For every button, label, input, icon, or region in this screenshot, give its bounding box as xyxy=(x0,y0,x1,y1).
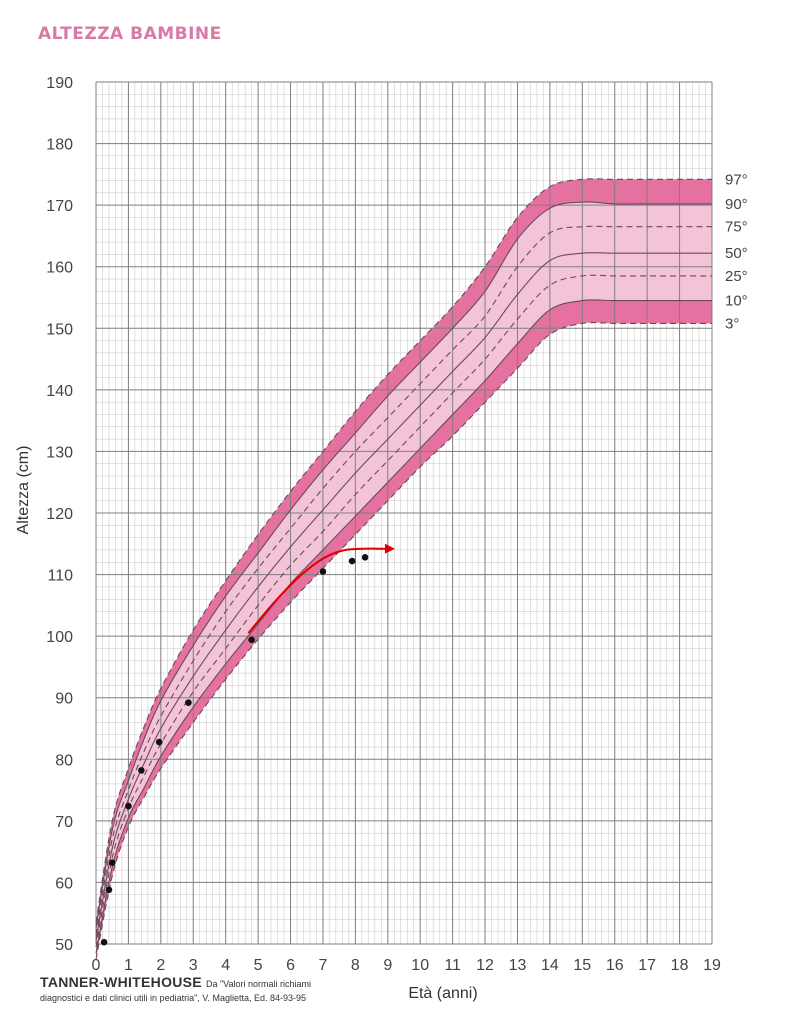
measurement-point xyxy=(105,886,113,894)
percentile-curve xyxy=(95,299,712,954)
percentile-curve xyxy=(95,225,712,935)
x-tick-label: 0 xyxy=(92,957,101,974)
y-tick-label: 130 xyxy=(46,444,73,461)
x-tick-label: 5 xyxy=(254,957,263,974)
measurement-points xyxy=(100,554,369,946)
y-tick-label: 100 xyxy=(46,629,73,646)
measurement-point xyxy=(319,568,327,575)
x-tick-label: 3 xyxy=(189,957,198,974)
x-tick-label: 1 xyxy=(124,957,133,974)
percentile-curves xyxy=(95,178,712,960)
percentile-label: 75° xyxy=(725,219,748,236)
y-tick-label: 170 xyxy=(46,198,73,215)
source-credit: TANNER-WHITEHOUSE Da "Valori normali rich… xyxy=(40,974,311,1003)
x-tick-label: 13 xyxy=(509,957,527,974)
percentile-curve xyxy=(95,178,712,923)
source-note: Da "Valori normali richiami xyxy=(205,979,312,989)
x-tick-label: 18 xyxy=(671,957,689,974)
percentile-label: 10° xyxy=(725,293,748,310)
y-tick-label: 180 xyxy=(46,137,73,154)
x-tick-label: 4 xyxy=(221,957,230,974)
trend-arrow-line xyxy=(247,543,395,634)
percentile-curve xyxy=(95,252,712,941)
y-tick-labels: 50 60 70 80 90 100 110 120 130 140 150 160 170 180 190 xyxy=(46,75,73,954)
x-tick-label: 9 xyxy=(383,957,392,974)
y-tick-label: 160 xyxy=(46,260,73,277)
percentile-bands xyxy=(96,178,712,960)
y-tick-label: 150 xyxy=(46,321,73,338)
x-tick-label: 12 xyxy=(476,957,494,974)
inner-percentile-band xyxy=(96,201,712,954)
y-tick-label: 190 xyxy=(46,75,73,92)
measurement-point xyxy=(138,767,145,774)
y-tick-label: 140 xyxy=(46,383,73,400)
y-tick-label: 60 xyxy=(55,875,73,892)
measurement-point xyxy=(155,738,163,746)
trend-arrow xyxy=(247,543,395,634)
x-tick-label: 10 xyxy=(411,957,429,974)
x-tick-label: 19 xyxy=(703,957,721,974)
source-title: TANNER-WHITEHOUSE xyxy=(40,974,202,990)
percentile-label: 90° xyxy=(725,196,748,213)
y-tick-label: 120 xyxy=(46,506,73,523)
y-tick-label: 110 xyxy=(47,568,73,585)
x-tick-label: 7 xyxy=(318,957,327,974)
x-tick-label: 11 xyxy=(444,957,461,974)
x-tick-label: 2 xyxy=(156,957,165,974)
measurement-point xyxy=(361,554,369,561)
page-title: ALTEZZA BAMBINE xyxy=(38,24,222,44)
y-tick-label: 70 xyxy=(55,814,73,831)
measurement-point xyxy=(100,938,108,946)
percentile-curve xyxy=(95,201,712,929)
x-tick-label: 6 xyxy=(286,957,295,974)
percentile-label: 97° xyxy=(725,171,748,188)
x-tick-label: 17 xyxy=(638,957,656,974)
percentile-curve xyxy=(95,322,712,960)
y-tick-label: 50 xyxy=(55,937,73,954)
measurement-point xyxy=(248,636,255,644)
percentile-label: 25° xyxy=(725,268,748,285)
y-tick-label: 80 xyxy=(55,752,73,769)
measurement-point xyxy=(125,802,132,810)
x-tick-label: 8 xyxy=(351,957,360,974)
source-note-line2: diagnostici e dati clinici utili in pedi… xyxy=(40,993,307,1003)
measurement-point xyxy=(185,699,192,706)
y-axis-label: Altezza (cm) xyxy=(15,446,32,535)
percentile-labels: 97° 90° 75° 50° 25° 10° 3° xyxy=(725,171,748,332)
x-tick-labels: 0 1 2 3 4 5 6 7 8 9 10 11 12 13 14 15 16 17 18 19 xyxy=(92,957,721,974)
measurement-point xyxy=(108,859,116,867)
x-tick-label: 16 xyxy=(606,957,624,974)
x-tick-label: 15 xyxy=(573,957,591,974)
measurement-point xyxy=(348,557,356,565)
percentile-label: 3° xyxy=(725,315,739,332)
y-tick-label: 90 xyxy=(55,691,73,708)
major-gridlines xyxy=(95,81,713,945)
percentile-label: 50° xyxy=(725,245,748,262)
x-axis-label: Età (anni) xyxy=(408,985,477,1002)
x-tick-label: 14 xyxy=(541,957,559,974)
